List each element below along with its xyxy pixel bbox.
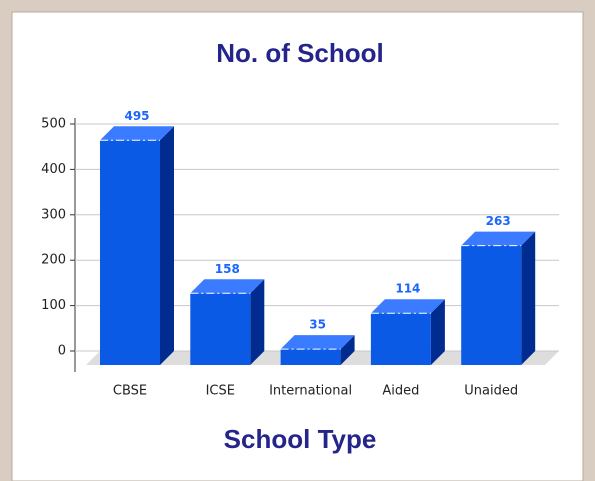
x-tick-label: ICSE: [206, 384, 235, 399]
bar-top: [190, 279, 265, 294]
y-tick-label: 300: [41, 207, 66, 222]
bar-top: [370, 299, 445, 314]
value-label: 263: [486, 214, 511, 228]
x-axis-title: School Type: [224, 424, 377, 454]
bar-front: [461, 245, 522, 365]
bar-side: [521, 231, 536, 365]
bar-top: [461, 231, 536, 246]
value-label: 114: [395, 282, 420, 296]
bar: [370, 299, 445, 365]
x-tick-label: CBSE: [113, 384, 147, 399]
bar-side: [340, 335, 355, 365]
bar: [280, 335, 355, 365]
x-tick-label: Aided: [382, 384, 419, 399]
y-tick-label: 500: [41, 117, 66, 132]
y-tick-label: 100: [41, 298, 66, 313]
bar-side: [160, 126, 174, 366]
value-label: 158: [215, 262, 240, 276]
bar-top: [100, 126, 174, 141]
bar-front: [190, 293, 251, 365]
y-tick-label: 200: [41, 253, 66, 268]
value-label: 495: [124, 109, 149, 123]
bar-front: [100, 140, 160, 365]
value-label: 35: [309, 318, 326, 332]
bar: [100, 126, 174, 366]
y-tick-label: 400: [41, 162, 66, 177]
y-tick-label: 0: [58, 344, 66, 359]
chart-title: No. of School: [216, 38, 384, 68]
bar-top: [280, 335, 355, 350]
bar-front: [280, 349, 341, 365]
bar-side: [250, 279, 265, 365]
bar-side: [430, 299, 445, 365]
bar: [461, 231, 536, 365]
x-tick-label: International: [269, 384, 352, 399]
bar-front: [370, 313, 431, 365]
bar: [190, 279, 265, 365]
x-tick-label: Unaided: [464, 384, 518, 399]
